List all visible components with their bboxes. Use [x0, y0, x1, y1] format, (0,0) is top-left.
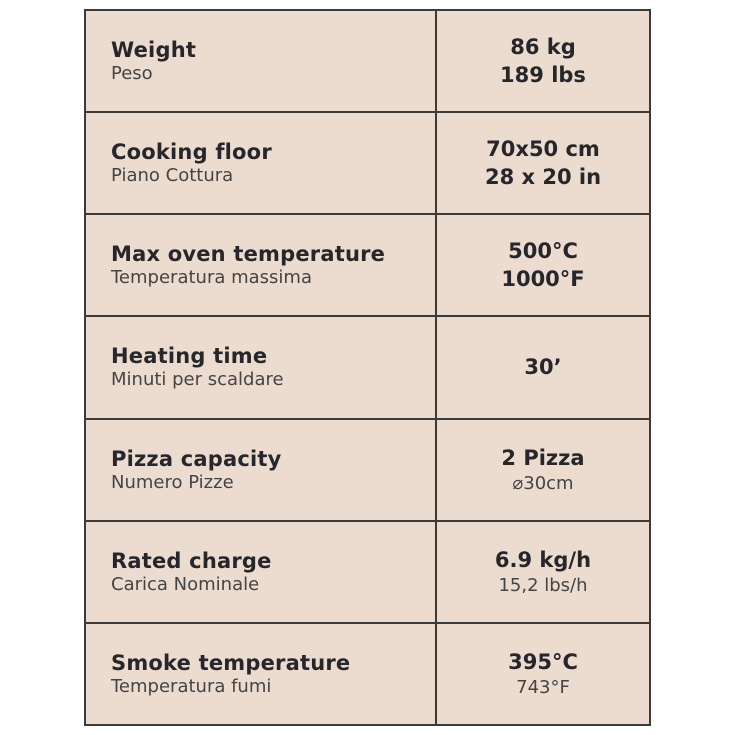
- spec-label-en: Heating time: [111, 344, 268, 369]
- spec-label-en: Max oven temperature: [111, 242, 386, 267]
- table-row: Weight Peso 86 kg 189 lbs: [86, 11, 649, 114]
- spec-value: 86 kg: [510, 35, 576, 60]
- spec-value: 1000°F: [501, 267, 585, 292]
- table-row: Smoke temperature Temperatura fumi 395°C 74…: [86, 623, 649, 724]
- spec-label-cell: Rated charge Carica Nominale: [86, 521, 437, 622]
- spec-value: 2 Pizza: [501, 445, 585, 470]
- spec-value: 500°C: [508, 239, 578, 264]
- spec-label-cell: Max oven temperature Temperatura massima: [86, 215, 437, 316]
- spec-label-en: Pizza capacity: [111, 446, 282, 471]
- spec-label-cell: Weight Peso: [86, 11, 437, 112]
- spec-value: 30’: [524, 355, 562, 380]
- spec-value-cell: 30’: [437, 317, 649, 417]
- spec-label-cell: Cooking floor Piano Cottura: [86, 113, 437, 214]
- spec-value: 395°C: [508, 649, 578, 674]
- table-row: Rated charge Carica Nominale 6.9 kg/h 15,2 …: [86, 521, 649, 624]
- spec-value-cell: 6.9 kg/h 15,2 lbs/h: [437, 522, 649, 622]
- table-row: Heating time Minuti per scaldare 30’: [86, 317, 649, 420]
- spec-value-cell: 2 Pizza ⌀30cm: [437, 420, 649, 520]
- spec-label-cell: Pizza capacity Numero Pizze: [86, 419, 437, 520]
- spec-value: ⌀30cm: [512, 472, 574, 494]
- spec-label-it: Temperatura massima: [111, 267, 312, 289]
- table-row: Cooking floor Piano Cottura 70x50 cm 28 x 2…: [86, 113, 649, 216]
- spec-label-en: Cooking floor: [111, 140, 272, 165]
- spec-label-it: Piano Cottura: [111, 165, 234, 187]
- spec-value-cell: 86 kg 189 lbs: [437, 11, 649, 111]
- spec-value-cell: 500°C 1000°F: [437, 215, 649, 315]
- table-row: Max oven temperature Temperatura massima 5…: [86, 215, 649, 318]
- spec-label-it: Numero Pizze: [111, 471, 234, 493]
- spec-label-it: Carica Nominale: [111, 573, 260, 595]
- spec-value: 6.9 kg/h: [494, 547, 592, 572]
- spec-value: 70x50 cm: [486, 137, 600, 162]
- spec-label-cell: Smoke temperature Temperatura fumi: [86, 623, 437, 724]
- spec-value: 28 x 20 in: [484, 165, 602, 190]
- spec-label-it: Peso: [111, 63, 153, 85]
- spec-value-cell: 70x50 cm 28 x 20 in: [437, 113, 649, 213]
- spec-value: 15,2 lbs/h: [498, 574, 588, 596]
- spec-label-en: Weight: [111, 38, 197, 63]
- spec-label-it: Minuti per scaldare: [111, 369, 284, 391]
- spec-label-cell: Heating time Minuti per scaldare: [86, 317, 437, 418]
- spec-value: 189 lbs: [500, 63, 586, 88]
- spec-value: 743°F: [516, 676, 570, 698]
- spec-value-cell: 395°C 743°F: [437, 624, 649, 724]
- spec-label-en: Smoke temperature: [111, 650, 351, 675]
- spec-table: Weight Peso 86 kg 189 lbs Cooking floor Piano…: [84, 9, 651, 726]
- spec-label-en: Rated charge: [111, 548, 272, 573]
- table-row: Pizza capacity Numero Pizze 2 Pizza ⌀30cm: [86, 419, 649, 522]
- spec-label-it: Temperatura fumi: [111, 675, 272, 697]
